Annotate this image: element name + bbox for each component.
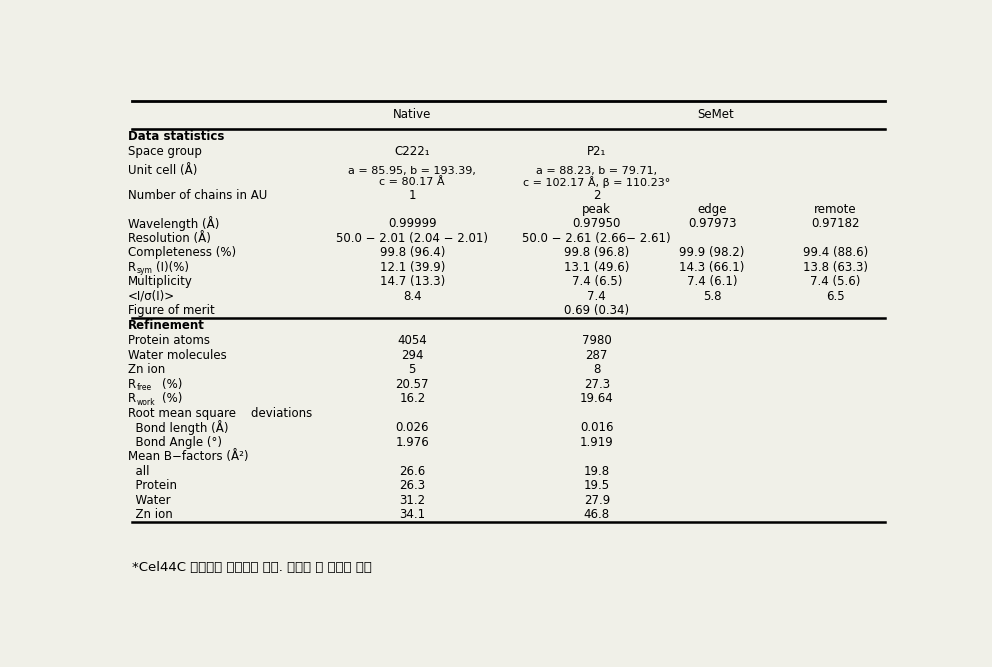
Text: Completeness (%): Completeness (%) bbox=[128, 246, 236, 259]
Text: Bond length (Å): Bond length (Å) bbox=[128, 420, 228, 435]
Text: Protein: Protein bbox=[128, 479, 177, 492]
Text: 1: 1 bbox=[409, 189, 416, 202]
Text: Root mean square    deviations: Root mean square deviations bbox=[128, 407, 312, 420]
Text: (I)(%): (I)(%) bbox=[157, 261, 189, 274]
Text: 99.9 (98.2): 99.9 (98.2) bbox=[680, 246, 745, 259]
Text: edge: edge bbox=[697, 203, 727, 216]
Text: R: R bbox=[128, 392, 136, 405]
Text: 99.8 (96.8): 99.8 (96.8) bbox=[564, 246, 630, 259]
Text: 46.8: 46.8 bbox=[583, 508, 610, 521]
Text: 287: 287 bbox=[585, 349, 608, 362]
Text: 20.57: 20.57 bbox=[396, 378, 430, 391]
Text: 8: 8 bbox=[593, 363, 600, 376]
Text: 0.97950: 0.97950 bbox=[572, 217, 621, 230]
Text: 26.3: 26.3 bbox=[399, 479, 426, 492]
Text: 14.7 (13.3): 14.7 (13.3) bbox=[380, 275, 445, 288]
Text: Water: Water bbox=[128, 494, 171, 507]
Text: 19.8: 19.8 bbox=[583, 465, 610, 478]
Text: Figure of merit: Figure of merit bbox=[128, 304, 214, 317]
Text: Resolution (Å): Resolution (Å) bbox=[128, 232, 210, 245]
Text: (%): (%) bbox=[162, 392, 183, 405]
Text: Mean B−factors (Å²): Mean B−factors (Å²) bbox=[128, 450, 248, 463]
Text: 19.5: 19.5 bbox=[583, 479, 610, 492]
Text: 13.1 (49.6): 13.1 (49.6) bbox=[564, 261, 630, 274]
Text: 50.0 − 2.01 (2.04 − 2.01): 50.0 − 2.01 (2.04 − 2.01) bbox=[336, 232, 488, 245]
Text: 12.1 (39.9): 12.1 (39.9) bbox=[380, 261, 445, 274]
Text: 13.8 (63.3): 13.8 (63.3) bbox=[803, 261, 868, 274]
Text: peak: peak bbox=[582, 203, 611, 216]
Text: a = 88.23, b = 79.71,: a = 88.23, b = 79.71, bbox=[537, 166, 658, 176]
Text: 27.3: 27.3 bbox=[583, 378, 610, 391]
Text: 14.3 (66.1): 14.3 (66.1) bbox=[680, 261, 745, 274]
Text: 0.97182: 0.97182 bbox=[810, 217, 859, 230]
Text: sym: sym bbox=[137, 267, 153, 275]
Text: Number of chains in AU: Number of chains in AU bbox=[128, 189, 267, 202]
Text: P2₁: P2₁ bbox=[587, 145, 606, 158]
Text: 0.69 (0.34): 0.69 (0.34) bbox=[564, 304, 629, 317]
Text: Water molecules: Water molecules bbox=[128, 349, 226, 362]
Text: 99.4 (88.6): 99.4 (88.6) bbox=[803, 246, 868, 259]
Text: Data statistics: Data statistics bbox=[128, 130, 224, 143]
Text: 7.4 (5.6): 7.4 (5.6) bbox=[809, 275, 860, 288]
Text: 6.5: 6.5 bbox=[825, 290, 844, 303]
Text: SeMet: SeMet bbox=[697, 108, 734, 121]
Text: 7980: 7980 bbox=[582, 334, 612, 347]
Text: Protein atoms: Protein atoms bbox=[128, 334, 210, 347]
Text: 2: 2 bbox=[593, 189, 600, 202]
Text: 19.64: 19.64 bbox=[580, 392, 614, 405]
Text: a = 85.95, b = 193.39,: a = 85.95, b = 193.39, bbox=[348, 166, 476, 176]
Text: Wavelength (Å): Wavelength (Å) bbox=[128, 216, 219, 231]
Text: 1.976: 1.976 bbox=[396, 436, 430, 449]
Text: 7.4 (6.5): 7.4 (6.5) bbox=[571, 275, 622, 288]
Text: 4054: 4054 bbox=[398, 334, 428, 347]
Text: C222₁: C222₁ bbox=[395, 145, 431, 158]
Text: 27.9: 27.9 bbox=[583, 494, 610, 507]
Text: work: work bbox=[137, 398, 156, 407]
Text: Native: Native bbox=[393, 108, 432, 121]
Text: R: R bbox=[128, 378, 136, 391]
Text: R: R bbox=[128, 261, 136, 274]
Text: 5.8: 5.8 bbox=[703, 290, 721, 303]
Text: all: all bbox=[128, 465, 150, 478]
Text: c = 102.17 Å, β = 110.23°: c = 102.17 Å, β = 110.23° bbox=[523, 176, 671, 188]
Text: 26.6: 26.6 bbox=[399, 465, 426, 478]
Text: 5: 5 bbox=[409, 363, 416, 376]
Text: (%): (%) bbox=[162, 378, 183, 391]
Text: 50.0 − 2.61 (2.66− 2.61): 50.0 − 2.61 (2.66− 2.61) bbox=[523, 232, 672, 245]
Text: Zn ion: Zn ion bbox=[128, 508, 173, 521]
Text: *Cel44C 단백질의 결정학적 통계. 데이터 및 정밀화 통계: *Cel44C 단백질의 결정학적 통계. 데이터 및 정밀화 통계 bbox=[132, 562, 372, 574]
Text: 0.016: 0.016 bbox=[580, 421, 614, 434]
Text: 8.4: 8.4 bbox=[403, 290, 422, 303]
Text: 34.1: 34.1 bbox=[399, 508, 426, 521]
Text: free: free bbox=[137, 383, 152, 392]
Text: c = 80.17 Å: c = 80.17 Å bbox=[380, 177, 445, 187]
Text: Zn ion: Zn ion bbox=[128, 363, 165, 376]
Text: 31.2: 31.2 bbox=[399, 494, 426, 507]
Text: Bond Angle (°): Bond Angle (°) bbox=[128, 436, 222, 449]
Text: Unit cell (Å): Unit cell (Å) bbox=[128, 165, 197, 177]
Text: 7.4 (6.1): 7.4 (6.1) bbox=[686, 275, 737, 288]
Text: 16.2: 16.2 bbox=[399, 392, 426, 405]
Text: <I/σ(I)>: <I/σ(I)> bbox=[128, 290, 175, 303]
Text: 294: 294 bbox=[401, 349, 424, 362]
Text: Multiplicity: Multiplicity bbox=[128, 275, 192, 288]
Text: 0.97973: 0.97973 bbox=[687, 217, 736, 230]
Text: 0.026: 0.026 bbox=[396, 421, 430, 434]
Text: Refinement: Refinement bbox=[128, 319, 204, 332]
Text: 99.8 (96.4): 99.8 (96.4) bbox=[380, 246, 445, 259]
Text: 0.99999: 0.99999 bbox=[388, 217, 436, 230]
Text: 7.4: 7.4 bbox=[587, 290, 606, 303]
Text: remote: remote bbox=[813, 203, 856, 216]
Text: 1.919: 1.919 bbox=[580, 436, 614, 449]
Text: Space group: Space group bbox=[128, 145, 201, 158]
